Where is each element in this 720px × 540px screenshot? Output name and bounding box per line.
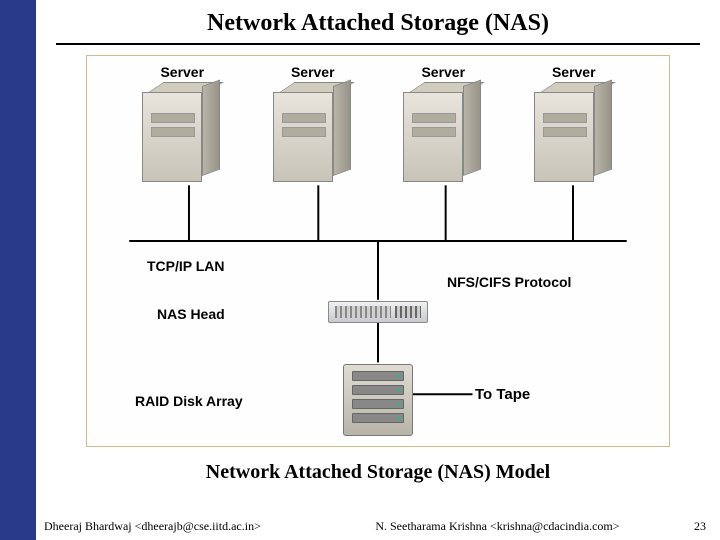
nas-head-label: NAS Head bbox=[157, 306, 225, 322]
title-rule bbox=[56, 43, 700, 45]
tcpip-lan-label: TCP/IP LAN bbox=[147, 258, 225, 274]
sidebar-stripe bbox=[0, 0, 36, 540]
footer-author-1: Dheeraj Bhardwaj <dheerajb@cse.iitd.ac.i… bbox=[44, 519, 261, 534]
server-icon bbox=[142, 84, 222, 184]
server-icon bbox=[534, 84, 614, 184]
server-label: Server bbox=[127, 64, 237, 80]
raid-array-icon bbox=[343, 364, 413, 436]
server-label: Server bbox=[388, 64, 498, 80]
server-3: Server bbox=[388, 64, 498, 184]
server-label: Server bbox=[519, 64, 629, 80]
footer-author-2: N. Seetharama Krishna <krishna@cdacindia… bbox=[301, 519, 694, 534]
server-4: Server bbox=[519, 64, 629, 184]
slide-title: Network Attached Storage (NAS) bbox=[56, 0, 700, 43]
nas-head-icon bbox=[328, 301, 428, 323]
raid-label: RAID Disk Array bbox=[135, 393, 243, 409]
slide-subtitle: Network Attached Storage (NAS) Model bbox=[56, 461, 700, 484]
server-icon bbox=[403, 84, 483, 184]
server-row: Server Server Server bbox=[87, 64, 669, 184]
server-2: Server bbox=[258, 64, 368, 184]
server-icon bbox=[273, 84, 353, 184]
server-label: Server bbox=[258, 64, 368, 80]
footer: Dheeraj Bhardwaj <dheerajb@cse.iitd.ac.i… bbox=[36, 519, 720, 534]
page-number: 23 bbox=[694, 519, 712, 534]
to-tape-label: To Tape bbox=[475, 386, 530, 403]
nfs-cifs-label: NFS/CIFS Protocol bbox=[447, 274, 571, 290]
server-1: Server bbox=[127, 64, 237, 184]
nas-diagram: Server Server Server bbox=[86, 55, 670, 447]
slide-content: Network Attached Storage (NAS) Server bbox=[36, 0, 720, 540]
